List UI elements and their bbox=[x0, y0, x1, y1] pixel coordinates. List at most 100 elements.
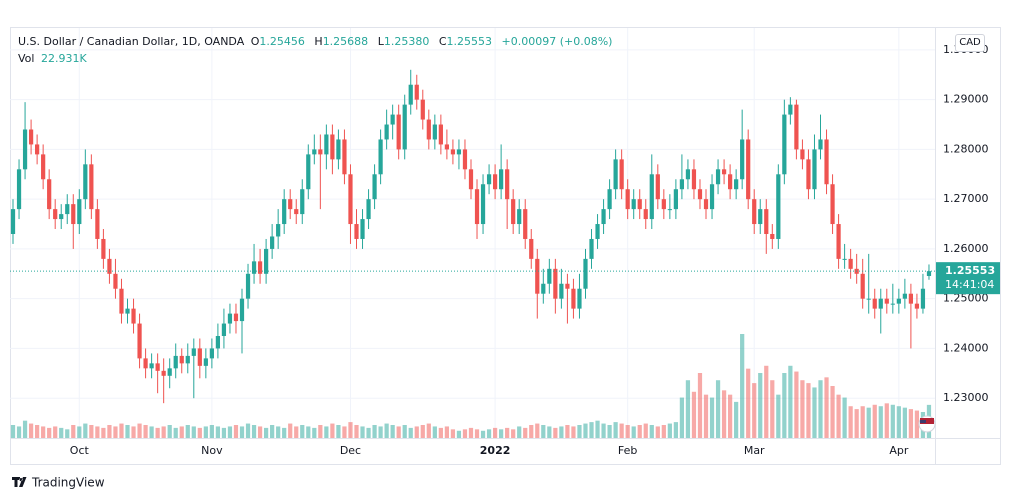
volume-bar bbox=[667, 423, 672, 438]
logo-mark bbox=[12, 477, 27, 487]
candle-body bbox=[896, 298, 901, 304]
volume-bar bbox=[402, 425, 407, 438]
volume-bar bbox=[848, 406, 853, 438]
volume-bar bbox=[161, 426, 166, 438]
volume-bar bbox=[89, 425, 94, 438]
candle-body bbox=[746, 139, 751, 200]
volume-bar bbox=[637, 425, 642, 438]
legend-header: U.S. Dollar / Canadian Dollar, 1D, OANDA… bbox=[18, 35, 615, 48]
volume-bar bbox=[854, 409, 859, 438]
candle-body bbox=[402, 104, 407, 150]
candle-body bbox=[709, 184, 715, 210]
candle-body bbox=[462, 149, 468, 170]
x-tick-label: Dec bbox=[340, 444, 361, 457]
volume-bar bbox=[661, 425, 666, 438]
volume-bar bbox=[113, 426, 118, 438]
candle-body bbox=[22, 129, 28, 170]
volume-bar bbox=[77, 426, 82, 438]
volume-bar bbox=[22, 420, 28, 438]
volume-bar bbox=[203, 426, 208, 438]
candle-body bbox=[800, 149, 805, 160]
volume-bar bbox=[812, 387, 817, 438]
volume-bars bbox=[10, 334, 932, 438]
x-tick-label: Feb bbox=[618, 444, 637, 457]
flag-stripe bbox=[920, 418, 934, 424]
candle-body bbox=[577, 288, 582, 309]
candle-body bbox=[288, 199, 293, 210]
candle-body bbox=[95, 209, 100, 239]
candle-body bbox=[330, 134, 335, 160]
candle-body bbox=[131, 308, 136, 324]
candle-body bbox=[396, 114, 401, 150]
volume-bar bbox=[752, 383, 757, 438]
candle-body bbox=[631, 199, 636, 210]
candle-body bbox=[348, 174, 353, 225]
volume-bar bbox=[697, 373, 703, 438]
volume-bar bbox=[444, 426, 449, 438]
volume-bar bbox=[613, 422, 618, 438]
candle-body bbox=[300, 189, 305, 215]
candle-body bbox=[408, 84, 413, 105]
volume-bar bbox=[758, 373, 763, 438]
axes: 1.23000 1.24000 1.25000 1.26000 1.27000 1.280… bbox=[10, 43, 1000, 457]
volume-bar bbox=[607, 425, 612, 438]
volume-bar bbox=[125, 425, 130, 438]
volume-bar bbox=[896, 406, 901, 438]
x-tick-label: Apr bbox=[889, 444, 909, 457]
ohlc-label: C bbox=[438, 35, 447, 48]
candle-body bbox=[179, 355, 184, 364]
candle-body bbox=[848, 258, 853, 269]
symbol-title: U.S. Dollar / Canadian Dollar, 1D, OANDA bbox=[18, 35, 245, 48]
candle-body bbox=[715, 169, 721, 185]
candle-body bbox=[366, 199, 371, 220]
volume-bar bbox=[47, 427, 52, 438]
volume-bar bbox=[842, 397, 847, 438]
volume-bar bbox=[830, 386, 835, 438]
candle-body bbox=[119, 288, 124, 314]
logo: TradingView bbox=[12, 476, 105, 490]
volume-bar bbox=[619, 423, 624, 438]
volume-bar bbox=[523, 427, 528, 438]
candle-body bbox=[571, 288, 576, 309]
volume-bar bbox=[119, 423, 124, 438]
candle-body bbox=[414, 84, 419, 100]
candle-body bbox=[878, 298, 883, 309]
candle-body bbox=[667, 209, 672, 211]
volume-bar bbox=[456, 430, 462, 438]
candle-body bbox=[601, 209, 606, 225]
x-tick-label: Mar bbox=[744, 444, 765, 457]
volume-bar bbox=[414, 426, 419, 438]
volume-bar bbox=[245, 423, 251, 438]
candle-body bbox=[209, 348, 214, 359]
candle-body bbox=[77, 199, 82, 225]
volume-bar bbox=[589, 422, 594, 438]
volume-bar bbox=[890, 404, 895, 438]
volume-bar bbox=[908, 409, 914, 438]
candle-body bbox=[480, 184, 486, 225]
candle-body bbox=[770, 233, 775, 239]
candle-body bbox=[233, 313, 239, 322]
volume-bar bbox=[824, 377, 829, 438]
candle-body bbox=[890, 303, 895, 305]
candle-body bbox=[782, 114, 787, 175]
volume-bar bbox=[336, 425, 341, 438]
volume-bar bbox=[565, 425, 570, 438]
candle-body bbox=[649, 174, 654, 220]
candle-body bbox=[685, 169, 691, 180]
candle-body bbox=[517, 209, 522, 225]
volume-bar bbox=[221, 427, 227, 438]
volume-bar bbox=[583, 423, 588, 438]
candle-body bbox=[137, 323, 142, 359]
volume-bar bbox=[577, 425, 582, 438]
y-tick-label: 1.27000 bbox=[943, 192, 989, 205]
volume-bar bbox=[884, 403, 889, 438]
x-tick-label: 2022 bbox=[480, 444, 511, 457]
volume-bar bbox=[28, 423, 34, 438]
volume-bar bbox=[559, 426, 564, 438]
y-tick-label: 1.23000 bbox=[943, 391, 989, 404]
volume-bar bbox=[282, 427, 287, 438]
volume-bar bbox=[788, 365, 793, 438]
last-price-label: 1.25553 bbox=[945, 264, 995, 277]
currency-button[interactable]: CAD bbox=[955, 34, 985, 52]
volume-bar bbox=[35, 425, 40, 438]
